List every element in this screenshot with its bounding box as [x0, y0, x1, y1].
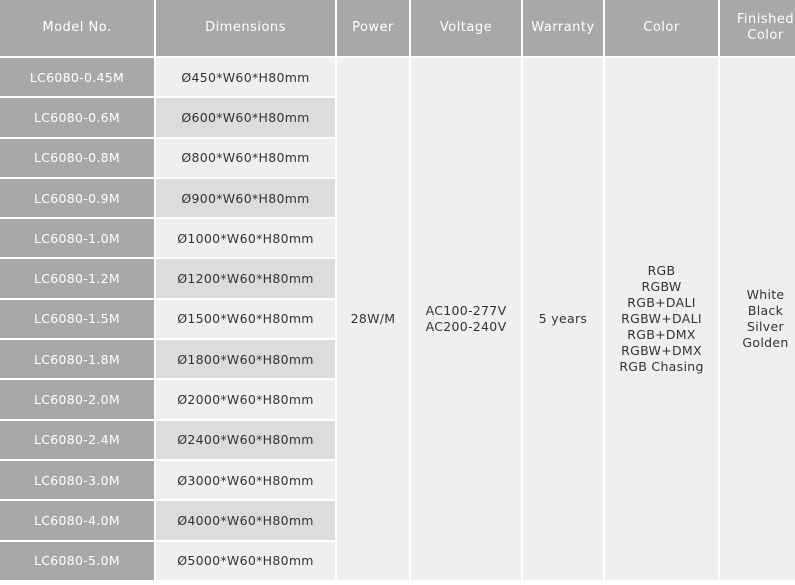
dimensions-cell: Ø1800*W60*H80mm [156, 340, 335, 379]
finished-color-cell-line: White [746, 286, 785, 302]
table-row: LC6080-0.9M Ø900*W60*H80mm [0, 178, 795, 218]
header-color: Color [605, 0, 718, 56]
table-row: LC6080-5.0M Ø5000*W60*H80mm [0, 541, 795, 580]
model-cell: LC6080-0.6M [0, 98, 154, 137]
dimensions-cell: Ø450*W60*H80mm [156, 58, 335, 97]
model-cell: LC6080-2.0M [0, 380, 154, 419]
power-cell-line: 28W/M [350, 310, 396, 326]
dimensions-cell: Ø600*W60*H80mm [156, 98, 335, 137]
model-cell: LC6080-1.5M [0, 299, 154, 339]
finished-color-cell-line: Black [747, 302, 784, 318]
table-row: LC6080-1.0M Ø1000*W60*H80mm [0, 219, 795, 258]
finished-color-cell: White Black Silver Golden [720, 58, 795, 580]
voltage-cell-line: AC100-277V [425, 302, 507, 318]
table-row: LC6080-1.5M Ø1500*W60*H80mm [0, 299, 795, 339]
model-cell: LC6080-2.4M [0, 420, 154, 459]
dimensions-cell: Ø1200*W60*H80mm [156, 259, 335, 298]
table-row: LC6080-3.0M Ø3000*W60*H80mm [0, 460, 795, 500]
table-row: LC6080-0.45M Ø450*W60*H80mm 28W/M AC100-277… [0, 58, 795, 580]
table-row: LC6080-0.8M Ø800*W60*H80mm [0, 138, 795, 177]
table-row: LC6080-2.0M Ø2000*W60*H80mm [0, 380, 795, 419]
dimensions-cell: Ø3000*W60*H80mm [156, 460, 335, 500]
model-cell: LC6080-1.8M [0, 340, 154, 379]
dimensions-cell: Ø800*W60*H80mm [156, 138, 335, 177]
color-cell-line: RGBW [641, 278, 682, 294]
finished-color-cell-line: Golden [742, 334, 789, 350]
color-cell-line: RGB Chasing [619, 358, 704, 374]
dimensions-cell: Ø4000*W60*H80mm [156, 501, 335, 540]
header-dimensions: Dimensions [156, 0, 335, 56]
power-cell: 28W/M [337, 58, 409, 580]
header-row: Model No. Dimensions Power Voltage Warranty C… [0, 0, 795, 56]
model-cell: LC6080-0.8M [0, 138, 154, 177]
table-row: LC6080-2.4M Ø2400*W60*H80mm [0, 420, 795, 459]
color-cell-line: RGB+DMX [627, 326, 696, 342]
table-body: LC6080-0.45M Ø450*W60*H80mm 28W/M AC100-277… [0, 58, 795, 580]
model-cell: LC6080-0.9M [0, 178, 154, 218]
header-finished-color: Finished Color [720, 0, 795, 56]
dimensions-cell: Ø5000*W60*H80mm [156, 541, 335, 580]
model-cell: LC6080-5.0M [0, 541, 154, 580]
color-cell-line: RGBW+DMX [621, 342, 702, 358]
color-cell: RGB RGBW RGB+DALI RGBW+DALI RGB+DMX RGBW+DMX R… [605, 58, 718, 580]
table-row: LC6080-1.8M Ø1800*W60*H80mm [0, 340, 795, 379]
dimensions-cell: Ø1500*W60*H80mm [156, 299, 335, 339]
warranty-cell-line: 5 years [538, 310, 588, 326]
model-cell: LC6080-1.0M [0, 219, 154, 258]
dimensions-cell: Ø900*W60*H80mm [156, 178, 335, 218]
dimensions-cell: Ø2400*W60*H80mm [156, 420, 335, 459]
header-voltage: Voltage [411, 0, 521, 56]
table-row: LC6080-0.6M Ø600*W60*H80mm [0, 98, 795, 137]
table-row: LC6080-4.0M Ø4000*W60*H80mm [0, 501, 795, 540]
color-cell-line: RGB+DALI [627, 294, 696, 310]
model-cell: LC6080-0.45M [0, 58, 154, 97]
finished-color-cell-line: Silver [747, 318, 784, 334]
model-cell: LC6080-3.0M [0, 460, 154, 500]
voltage-cell-line: AC200-240V [425, 318, 507, 334]
model-cell: LC6080-4.0M [0, 501, 154, 540]
header-model: Model No. [0, 0, 154, 56]
header-power: Power [337, 0, 409, 56]
color-cell-line: RGBW+DALI [621, 310, 702, 326]
table-row: LC6080-1.2M Ø1200*W60*H80mm [0, 259, 795, 298]
model-cell: LC6080-1.2M [0, 259, 154, 298]
warranty-cell: 5 years [523, 58, 603, 580]
dimensions-cell: Ø2000*W60*H80mm [156, 380, 335, 419]
header-warranty: Warranty [523, 0, 603, 56]
color-cell-line: RGB [647, 262, 676, 278]
voltage-cell: AC100-277V AC200-240V [411, 58, 521, 580]
dimensions-cell: Ø1000*W60*H80mm [156, 219, 335, 258]
